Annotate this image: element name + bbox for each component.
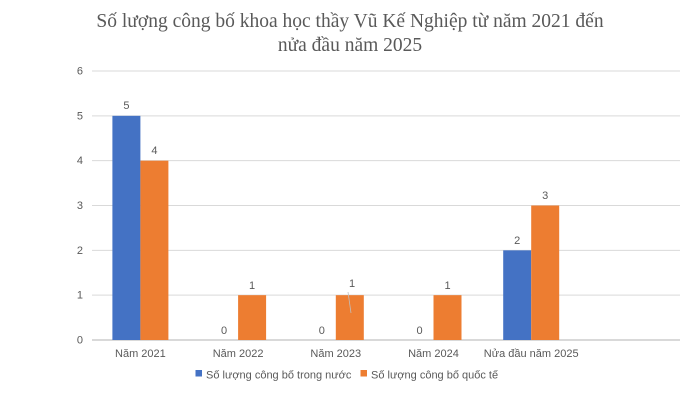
svg-text:1: 1 [249, 280, 255, 292]
svg-text:1: 1 [349, 278, 355, 290]
svg-text:Năm 2024: Năm 2024 [408, 348, 459, 360]
svg-text:4: 4 [151, 145, 157, 157]
svg-text:Số lượng công bố quốc tế: Số lượng công bố quốc tế [371, 370, 498, 382]
svg-text:Năm 2021: Năm 2021 [115, 348, 166, 360]
svg-text:0: 0 [319, 325, 325, 337]
svg-text:5: 5 [77, 110, 83, 122]
svg-text:0: 0 [221, 325, 227, 337]
svg-text:5: 5 [123, 100, 129, 112]
svg-text:2: 2 [514, 235, 520, 247]
svg-text:0: 0 [416, 325, 422, 337]
svg-text:3: 3 [77, 200, 83, 212]
svg-text:1: 1 [77, 290, 83, 302]
svg-text:Số lượng công bố trong nước: Số lượng công bố trong nước [206, 370, 352, 382]
svg-text:Năm 2023: Năm 2023 [310, 348, 361, 360]
svg-text:Năm 2022: Năm 2022 [213, 348, 264, 360]
svg-text:1: 1 [444, 280, 450, 292]
svg-text:3: 3 [542, 190, 548, 202]
svg-text:2: 2 [77, 245, 83, 257]
svg-text:Nửa đầu năm 2025: Nửa đầu năm 2025 [484, 348, 579, 360]
svg-text:4: 4 [77, 155, 83, 167]
svg-text:6: 6 [77, 66, 83, 78]
svg-text:0: 0 [77, 335, 83, 347]
